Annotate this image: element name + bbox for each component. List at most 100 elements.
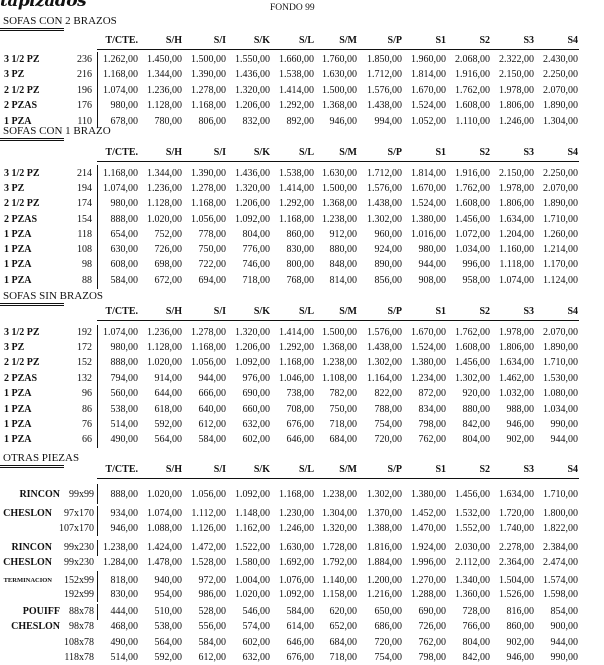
- price-cell: 722,00: [198, 259, 227, 270]
- price-cell: 698,00: [154, 259, 183, 270]
- price-cell: 718,00: [329, 419, 358, 430]
- price-cell: 1.414,00: [279, 85, 314, 96]
- price-cell: 794,00: [110, 373, 139, 384]
- column-header: S4: [567, 464, 578, 475]
- price-cell: 750,00: [329, 404, 358, 415]
- price-cell: 738,00: [286, 388, 315, 399]
- price-cell: 614,00: [286, 621, 315, 632]
- price-cell: 1.074,00: [103, 85, 138, 96]
- price-cell: 944,00: [198, 373, 227, 384]
- price-cell: 798,00: [418, 419, 447, 430]
- row-label: RINCON: [11, 542, 52, 553]
- price-cell: 816,00: [506, 606, 535, 617]
- row-label: 2 1/2 PZ: [4, 357, 40, 368]
- price-cell: 888,00: [110, 489, 139, 500]
- price-cell: 584,00: [110, 275, 139, 286]
- price-cell: 912,00: [329, 229, 358, 240]
- price-cell: 1.500,00: [191, 54, 226, 65]
- price-cell: 1.890,00: [543, 198, 578, 209]
- row-code: 108: [77, 244, 92, 255]
- price-cell: 2.150,00: [499, 168, 534, 179]
- price-cell: 1.092,00: [235, 214, 270, 225]
- price-cell: 1.112,00: [191, 508, 226, 519]
- price-cell: 1.128,00: [147, 100, 182, 111]
- price-cell: 1.660,00: [279, 54, 314, 65]
- price-cell: 1.092,00: [279, 589, 314, 600]
- price-cell: 1.800,00: [543, 508, 578, 519]
- price-cell: 766,00: [462, 621, 491, 632]
- price-cell: 1.538,00: [279, 168, 314, 179]
- price-cell: 1.278,00: [191, 85, 226, 96]
- column-header: S/L: [298, 147, 314, 158]
- price-cell: 818,00: [110, 575, 139, 586]
- price-cell: 762,00: [418, 434, 447, 445]
- price-cell: 718,00: [242, 275, 271, 286]
- price-cell: 694,00: [198, 275, 227, 286]
- price-cell: 1.814,00: [411, 69, 446, 80]
- price-cell: 798,00: [418, 652, 447, 663]
- row-label: 1 PZA: [4, 229, 32, 240]
- column-divider: [97, 484, 98, 504]
- price-cell: 1.462,00: [499, 373, 534, 384]
- section-title: SOFAS SIN BRAZOS: [3, 290, 104, 302]
- price-cell: 1.630,00: [322, 168, 357, 179]
- price-cell: 1.110,00: [455, 116, 490, 127]
- price-cell: 1.978,00: [499, 327, 534, 338]
- price-cell: 608,00: [110, 259, 139, 270]
- column-header: T/CTE.: [105, 35, 138, 46]
- column-header: S/P: [387, 35, 402, 46]
- header-rule: [97, 478, 579, 479]
- section-title: OTRAS PIEZAS: [3, 452, 80, 464]
- row-label: 3 PZ: [4, 342, 25, 353]
- row-code: 152x99: [64, 575, 94, 586]
- price-cell: 1.720,00: [499, 508, 534, 519]
- column-header: S/P: [387, 464, 402, 475]
- price-cell: 1.630,00: [279, 542, 314, 553]
- price-cell: 1.020,00: [147, 214, 182, 225]
- price-cell: 1.004,00: [235, 575, 270, 586]
- price-cell: 1.380,00: [411, 357, 446, 368]
- price-cell: 1.158,00: [322, 589, 357, 600]
- price-cell: 726,00: [418, 621, 447, 632]
- price-cell: 976,00: [242, 373, 271, 384]
- price-cell: 782,00: [329, 388, 358, 399]
- row-code: 192x99: [64, 589, 94, 600]
- column-header: S2: [479, 147, 490, 158]
- price-cell: 1.148,00: [235, 508, 270, 519]
- price-cell: 1.608,00: [455, 342, 490, 353]
- price-cell: 1.168,00: [279, 489, 314, 500]
- price-cell: 994,00: [374, 116, 403, 127]
- price-cell: 1.074,00: [147, 508, 182, 519]
- price-cell: 1.456,00: [455, 214, 490, 225]
- price-cell: 1.360,00: [455, 589, 490, 600]
- row-code: 88: [82, 275, 92, 286]
- column-header: S/I: [213, 464, 226, 475]
- price-cell: 690,00: [418, 606, 447, 617]
- column-header: S/P: [387, 147, 402, 158]
- price-cell: 1.214,00: [543, 244, 578, 255]
- column-header: S/K: [253, 464, 270, 475]
- price-cell: 980,00: [110, 342, 139, 353]
- header-rule: [97, 320, 579, 321]
- price-cell: 1.924,00: [411, 542, 446, 553]
- column-header: S/H: [165, 306, 182, 317]
- price-cell: 778,00: [198, 229, 227, 240]
- price-cell: 776,00: [242, 244, 271, 255]
- column-header: S/K: [253, 306, 270, 317]
- price-cell: 678,00: [110, 116, 139, 127]
- price-cell: 1.532,00: [455, 508, 490, 519]
- price-cell: 1.760,00: [322, 54, 357, 65]
- price-cell: 2.070,00: [543, 327, 578, 338]
- price-cell: 602,00: [242, 434, 271, 445]
- price-cell: 620,00: [329, 606, 358, 617]
- price-cell: 762,00: [418, 637, 447, 648]
- price-cell: 1.712,00: [367, 168, 402, 179]
- price-cell: 1.344,00: [147, 69, 182, 80]
- price-cell: 1.204,00: [499, 229, 534, 240]
- price-cell: 958,00: [462, 275, 491, 286]
- price-cell: 1.762,00: [455, 85, 490, 96]
- price-cell: 1.500,00: [322, 183, 357, 194]
- row-code: 98x78: [69, 621, 94, 632]
- column-header: S/I: [213, 147, 226, 158]
- price-cell: 728,00: [462, 606, 491, 617]
